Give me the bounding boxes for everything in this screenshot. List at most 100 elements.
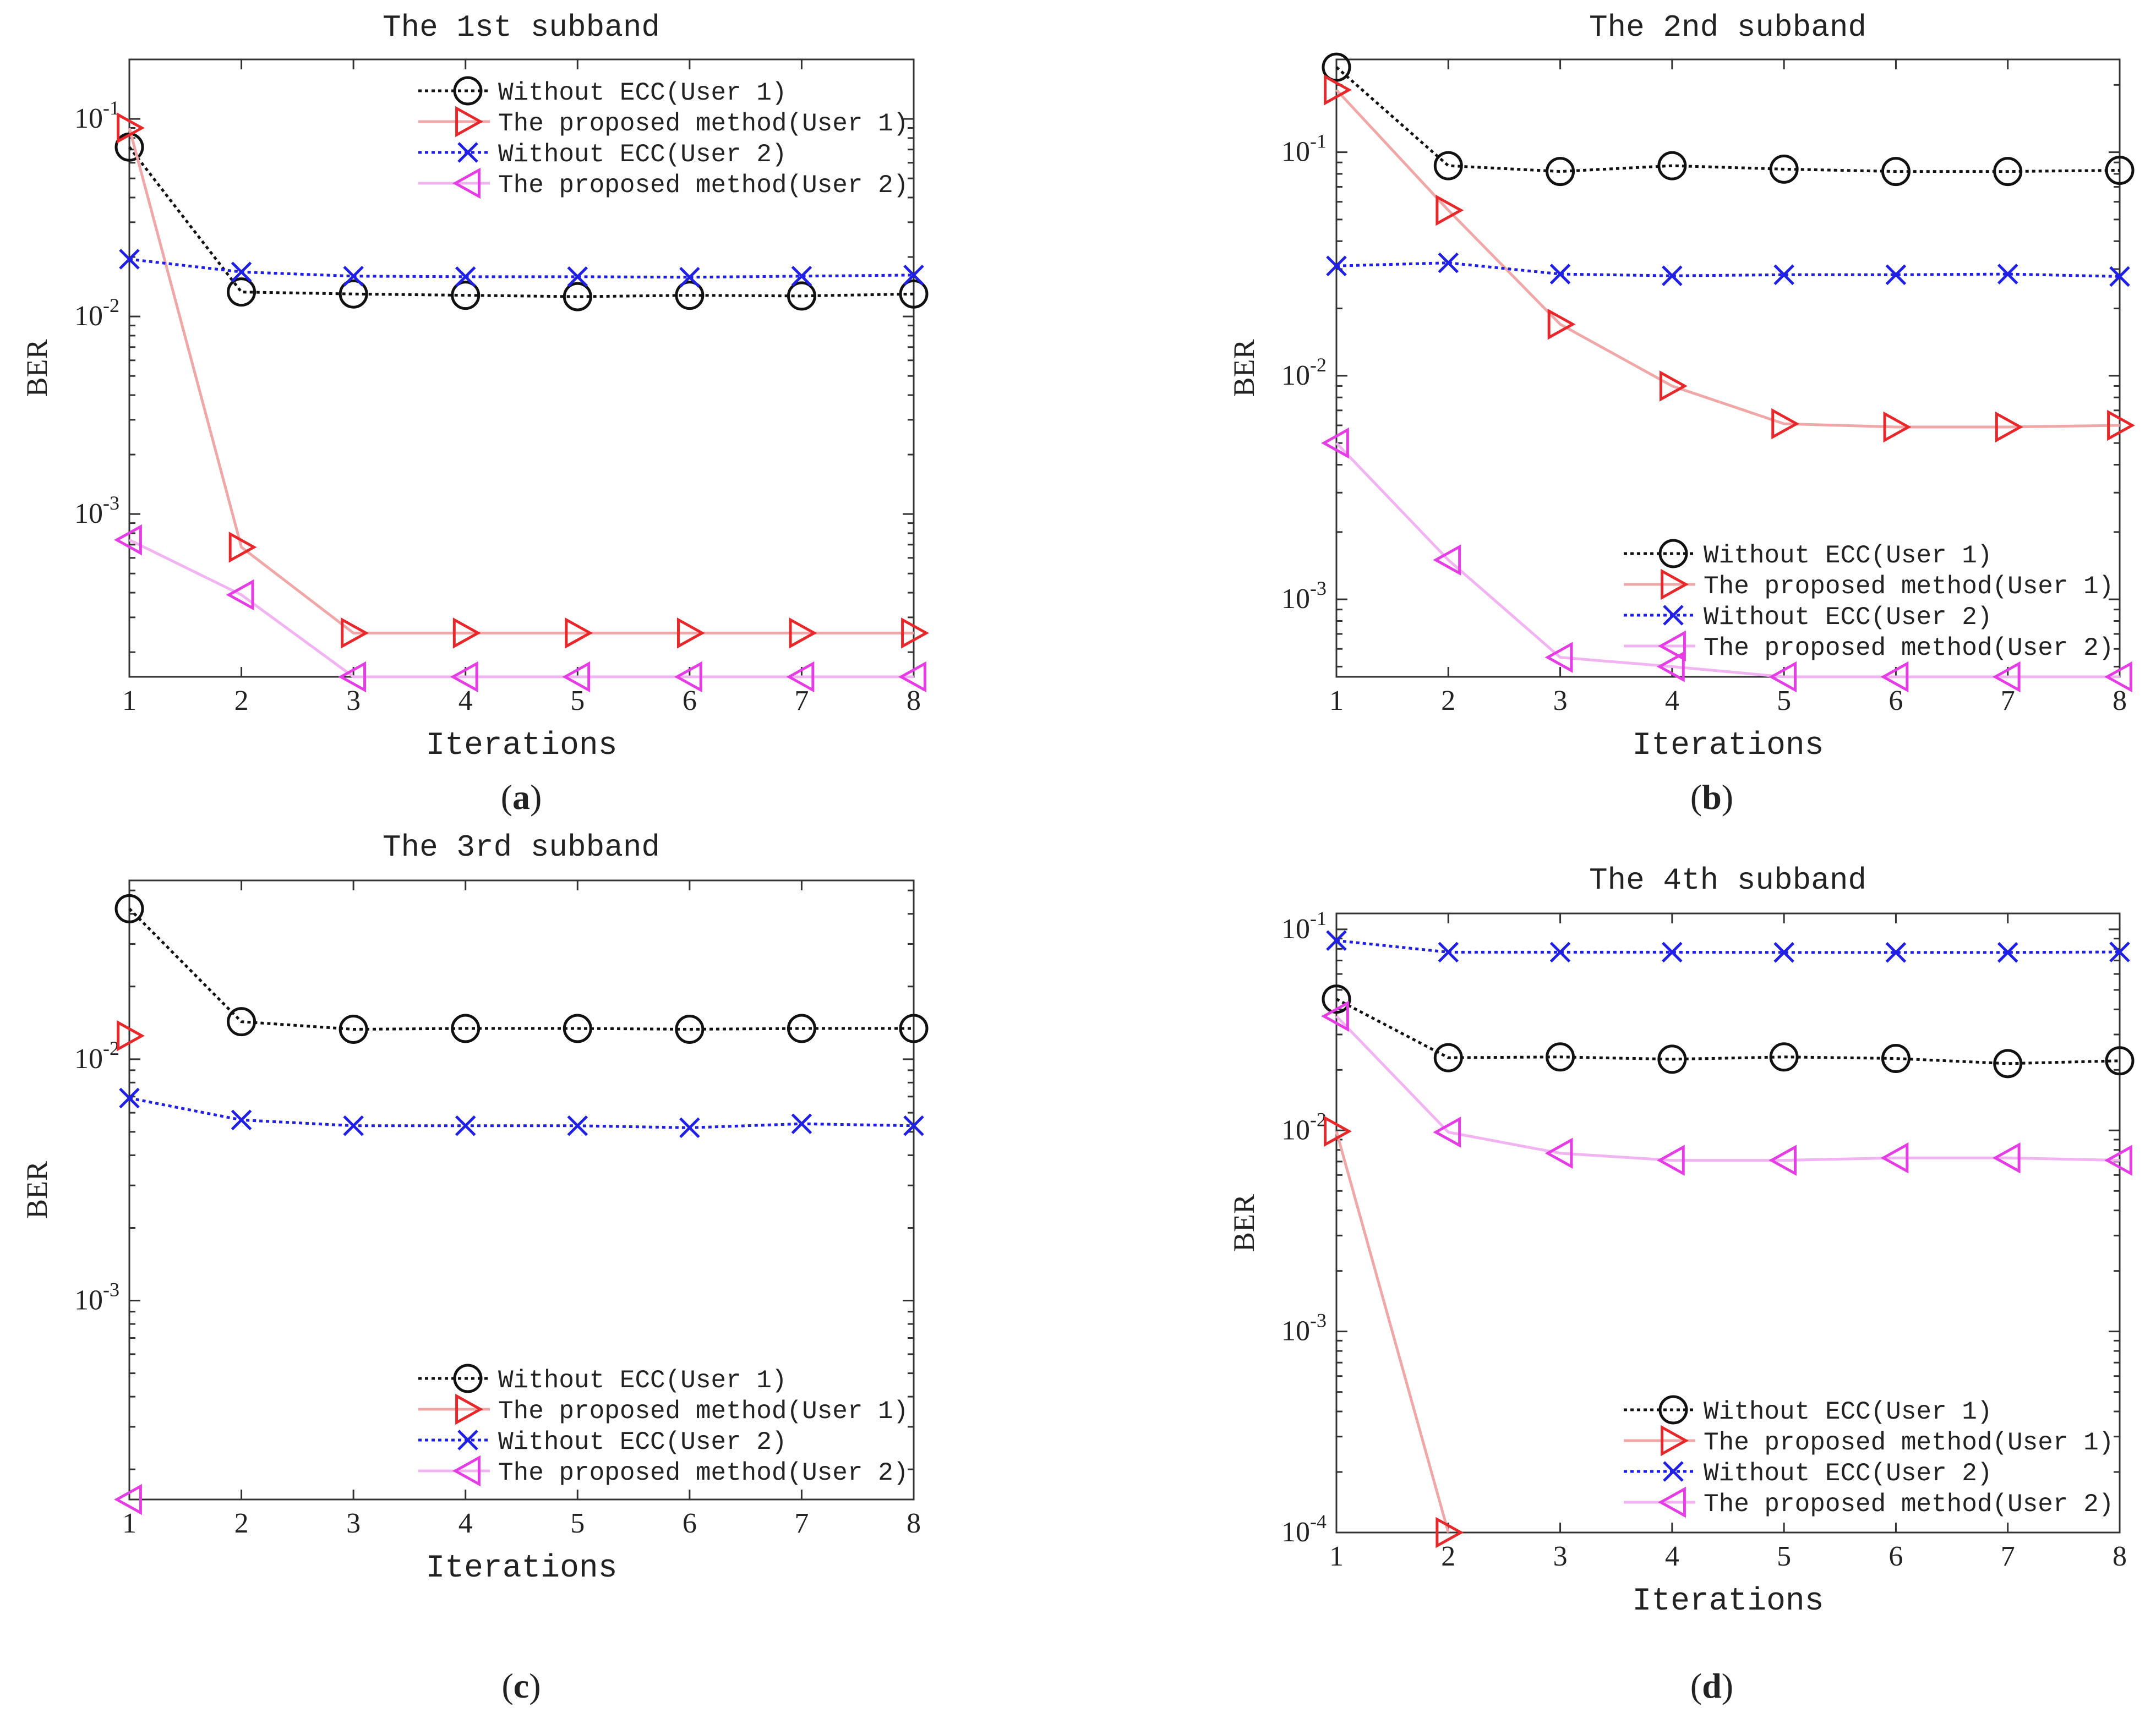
data-point — [1435, 1517, 1464, 1548]
x-tick-label: 4 — [1665, 685, 1679, 716]
legend-label: Without ECC(User 1) — [498, 79, 787, 107]
series-1 — [1322, 984, 2135, 1079]
plot-frame — [1335, 58, 2121, 678]
chart-title: The 2nd subband — [1589, 10, 1866, 45]
data-point — [1549, 264, 1571, 284]
data-point — [1438, 942, 1459, 963]
legend-marker — [452, 1455, 481, 1487]
legend-marker — [1663, 605, 1684, 626]
x-tick-label: 3 — [1553, 685, 1568, 716]
data-point — [1773, 264, 1794, 286]
legend: Without ECC(User 1)The proposed method(U… — [1624, 1395, 2114, 1519]
legend-marker — [457, 1430, 478, 1451]
x-tick-label: 7 — [2001, 685, 2015, 716]
legend-label: Without ECC(User 1) — [498, 1366, 787, 1395]
data-point — [1324, 74, 1352, 106]
data-point — [1993, 157, 2023, 187]
legend-label: The proposed method(User 2) — [498, 1459, 908, 1487]
x-tick-label: 6 — [1888, 1541, 1903, 1572]
y-tick-label: 10-2 — [74, 294, 119, 332]
data-point — [1547, 308, 1576, 340]
data-point — [450, 661, 478, 693]
data-point — [1659, 370, 1688, 402]
legend-label: The proposed method(User 1) — [1704, 572, 2114, 601]
data-point — [1992, 661, 2021, 693]
data-point — [1322, 52, 1351, 82]
data-point — [451, 1014, 481, 1043]
x-tick-label: 1 — [122, 685, 137, 716]
y-tick-label: 10-3 — [74, 492, 119, 529]
x-tick-label: 2 — [1441, 685, 1455, 716]
data-point — [117, 1020, 145, 1052]
y-axis-label: BER — [20, 339, 53, 397]
data-point — [1433, 151, 1463, 180]
x-tick-label: 1 — [1329, 685, 1344, 716]
legend-label: Without ECC(User 2) — [498, 140, 787, 169]
data-point — [787, 281, 816, 311]
data-point — [1549, 942, 1571, 963]
panel-label: (b) — [1690, 778, 1733, 817]
series-3 — [1326, 930, 2130, 963]
data-point — [1995, 411, 2023, 443]
series-4 — [1321, 1000, 2132, 1176]
series-4 — [1321, 427, 2132, 693]
x-tick-label: 5 — [570, 1508, 585, 1539]
data-point — [2105, 155, 2135, 185]
legend-marker — [1658, 539, 1688, 568]
legend: Without ECC(User 1)The proposed method(U… — [1624, 539, 2114, 663]
data-point — [791, 1113, 812, 1134]
x-tick-label: 6 — [1888, 685, 1903, 716]
data-point — [903, 1115, 924, 1136]
data-point — [1544, 1137, 1573, 1169]
data-point — [679, 1117, 700, 1139]
data-point — [114, 1484, 142, 1515]
data-point — [1771, 408, 1800, 440]
legend-label: The proposed method(User 1) — [1704, 1429, 2114, 1457]
data-point — [565, 617, 593, 649]
data-point — [227, 277, 256, 307]
legend-marker — [1658, 1395, 1688, 1425]
series-line — [1335, 998, 2120, 1065]
data-point — [899, 1014, 929, 1043]
x-tick-label: 5 — [1777, 685, 1791, 716]
x-axis-label: Iterations — [1632, 1584, 1824, 1619]
data-point — [791, 266, 812, 287]
data-point — [2104, 1145, 2132, 1176]
data-point — [1435, 194, 1464, 226]
data-point — [786, 661, 815, 693]
data-point — [563, 1014, 592, 1043]
y-tick-label: 10-3 — [74, 1279, 119, 1316]
legend-marker — [452, 167, 481, 199]
series-3 — [119, 249, 924, 288]
legend: Without ECC(User 1) The proposed method(U… — [418, 1364, 908, 1487]
x-tick-label: 3 — [346, 685, 361, 716]
data-point — [2104, 661, 2132, 693]
data-point — [1992, 1142, 2021, 1174]
y-tick-label: 10-4 — [1281, 1510, 1327, 1548]
y-tick-label: 10-3 — [1281, 1310, 1327, 1347]
series-1 — [1322, 52, 2135, 187]
panel-1: The 1st subband 1 2 3 4 5 6 7 8 10-1 10-2 10-3 Itera… — [20, 10, 929, 817]
data-point — [1433, 1117, 1461, 1148]
data-point — [562, 661, 591, 693]
data-point — [898, 661, 926, 693]
legend-marker — [453, 76, 483, 106]
data-point — [674, 661, 702, 693]
data-point — [1433, 1043, 1463, 1072]
data-point — [1326, 255, 1347, 276]
y-tick-label: 10-1 — [1281, 907, 1327, 945]
data-point — [452, 617, 481, 649]
data-point — [114, 524, 142, 556]
data-point — [1544, 642, 1573, 673]
data-point — [231, 261, 252, 283]
data-point — [338, 661, 367, 693]
data-point — [1885, 264, 1907, 286]
data-point — [1880, 661, 1909, 693]
data-point — [1321, 427, 1349, 459]
data-point — [228, 532, 257, 563]
panel-3: The 3rd subband 1 2 3 4 5 6 7 8 10-2 10-3 Iteration… — [20, 830, 929, 1705]
y-tick-label: 10-2 — [1281, 354, 1327, 391]
x-tick-label: 8 — [2113, 1541, 2127, 1572]
series-line — [129, 1097, 914, 1129]
